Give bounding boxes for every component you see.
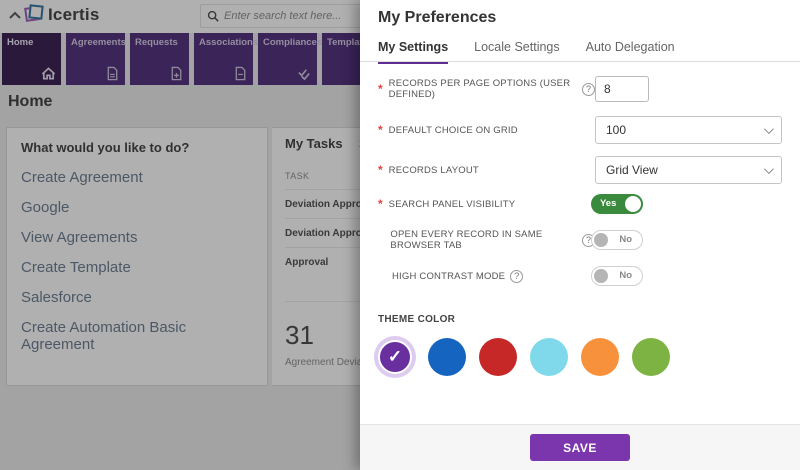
field-label: DEFAULT CHOICE ON GRID <box>388 124 518 136</box>
panel-title: My Preferences <box>378 9 497 26</box>
home-icon <box>41 67 56 80</box>
toggle-label: No <box>619 270 632 281</box>
records-per-page-input[interactable] <box>595 76 649 102</box>
nav-tab-label: Requests <box>135 37 178 48</box>
chevron-down-icon <box>763 163 774 174</box>
page-title: Home <box>8 93 53 110</box>
divider <box>360 61 800 62</box>
stat-tile: 31 Agreement Deviations <box>285 301 391 368</box>
nav-tab-requests[interactable]: Requests <box>130 33 189 85</box>
field-search-panel-visibility: * SEARCH PANEL VISIBILITY Yes <box>378 194 782 214</box>
stat-value: 31 <box>285 320 314 350</box>
tab-auto-delegation[interactable]: Auto Delegation <box>585 40 675 54</box>
required-asterisk: * <box>378 197 383 211</box>
required-asterisk: * <box>378 82 383 96</box>
quick-link-create-agreement[interactable]: Create Agreement <box>21 169 143 186</box>
check-icon: ✓ <box>387 347 403 366</box>
task-row[interactable]: Approval <box>285 247 391 276</box>
nav-tab-label: Templates <box>327 37 374 48</box>
field-records-layout: * RECORDS LAYOUT Grid View <box>378 156 782 184</box>
theme-color-label: THEME COLOR <box>378 314 456 325</box>
required-asterisk: * <box>378 123 383 137</box>
quick-link-create-automation[interactable]: Create Automation Basic Agreement <box>21 319 187 353</box>
nav-tab-compliances[interactable]: Compliances <box>258 33 322 85</box>
help-icon[interactable]: ? <box>510 269 524 283</box>
records-layout-select[interactable]: Grid View <box>595 156 782 184</box>
field-label: SEARCH PANEL VISIBILITY <box>388 198 516 210</box>
tab-locale-settings[interactable]: Locale Settings <box>474 40 560 54</box>
task-column-header: TASK <box>285 171 310 181</box>
quick-actions-title: What would you like to do? <box>21 140 190 155</box>
field-records-per-page: * RECORDS PER PAGE OPTIONS (USER DEFINED… <box>378 76 782 102</box>
nav-tab-associations[interactable]: Associations <box>194 33 258 85</box>
quick-link-google[interactable]: Google <box>21 199 70 216</box>
toggle-label: No <box>619 234 632 245</box>
theme-swatch-cyan[interactable] <box>530 338 568 376</box>
search-input[interactable] <box>224 10 354 22</box>
field-high-contrast: HIGH CONTRAST MODE ? No <box>378 266 782 286</box>
double-check-icon <box>298 69 310 81</box>
help-icon[interactable]: ? <box>582 82 595 96</box>
theme-swatch-green[interactable] <box>632 338 670 376</box>
quick-link-create-template[interactable]: Create Template <box>21 259 131 276</box>
icertis-logo: Icertis <box>24 4 100 26</box>
toggle-knob <box>594 233 608 247</box>
theme-swatch-red[interactable] <box>479 338 517 376</box>
field-label: HIGH CONTRAST MODE <box>392 270 506 282</box>
panel-footer: SAVE <box>360 424 800 470</box>
required-asterisk: * <box>378 163 383 177</box>
field-same-browser-tab: OPEN EVERY RECORD IN SAME BROWSER TAB ? … <box>378 229 782 251</box>
document-icon <box>235 66 246 81</box>
theme-swatch-purple[interactable]: ✓ <box>378 340 412 374</box>
document-add-icon <box>171 66 182 81</box>
select-value: 100 <box>606 123 627 137</box>
collapse-header-icon[interactable] <box>8 9 22 23</box>
theme-swatch-blue[interactable] <box>428 338 466 376</box>
field-label: OPEN EVERY RECORD IN SAME BROWSER TAB <box>390 229 543 251</box>
default-choice-select[interactable]: 100 <box>595 116 782 144</box>
same-browser-tab-toggle[interactable]: No <box>591 230 643 250</box>
search-panel-toggle[interactable]: Yes <box>591 194 643 214</box>
save-button[interactable]: SAVE <box>530 434 630 461</box>
my-tasks-title: My Tasks <box>285 136 343 151</box>
nav-tab-home[interactable]: Home <box>2 33 61 85</box>
toggle-label: Yes <box>600 198 617 209</box>
toggle-knob <box>625 196 641 212</box>
field-label: RECORDS LAYOUT <box>388 164 479 176</box>
chevron-down-icon <box>763 123 774 134</box>
nav-tab-label: Compliances <box>263 37 323 48</box>
nav-tab-label: Associations <box>199 37 259 48</box>
main-nav: Home Agreements Requests <box>2 33 381 85</box>
global-search[interactable] <box>200 4 370 28</box>
logo-text: Icertis <box>48 5 100 24</box>
field-label: RECORDS PER PAGE OPTIONS (USER DEFINED) <box>388 78 571 100</box>
quick-link-view-agreements[interactable]: View Agreements <box>21 229 138 246</box>
select-value: Grid View <box>606 163 658 177</box>
quick-link-salesforce[interactable]: Salesforce <box>21 289 92 306</box>
high-contrast-toggle[interactable]: No <box>591 266 643 286</box>
theme-color-swatches: ✓ <box>375 338 670 376</box>
theme-swatch-orange[interactable] <box>581 338 619 376</box>
nav-tab-agreements[interactable]: Agreements <box>66 33 126 85</box>
preferences-tabs: My Settings Locale Settings Auto Delegat… <box>378 40 675 64</box>
toggle-knob <box>594 269 608 283</box>
field-default-choice: * DEFAULT CHOICE ON GRID 100 <box>378 116 782 144</box>
task-row[interactable]: Deviation Approval <box>285 218 391 247</box>
quick-actions-card: What would you like to do? Create Agreem… <box>6 127 268 386</box>
document-icon <box>107 66 118 81</box>
my-preferences-panel: My Preferences My Settings Locale Settin… <box>360 0 800 470</box>
nav-tab-label: Home <box>7 37 34 48</box>
nav-tab-label: Agreements <box>71 37 126 48</box>
stat-label: Agreement Deviations <box>285 357 384 368</box>
tab-my-settings[interactable]: My Settings <box>378 40 449 64</box>
task-row[interactable]: Deviation Approval <box>285 189 391 218</box>
search-icon <box>207 10 219 22</box>
